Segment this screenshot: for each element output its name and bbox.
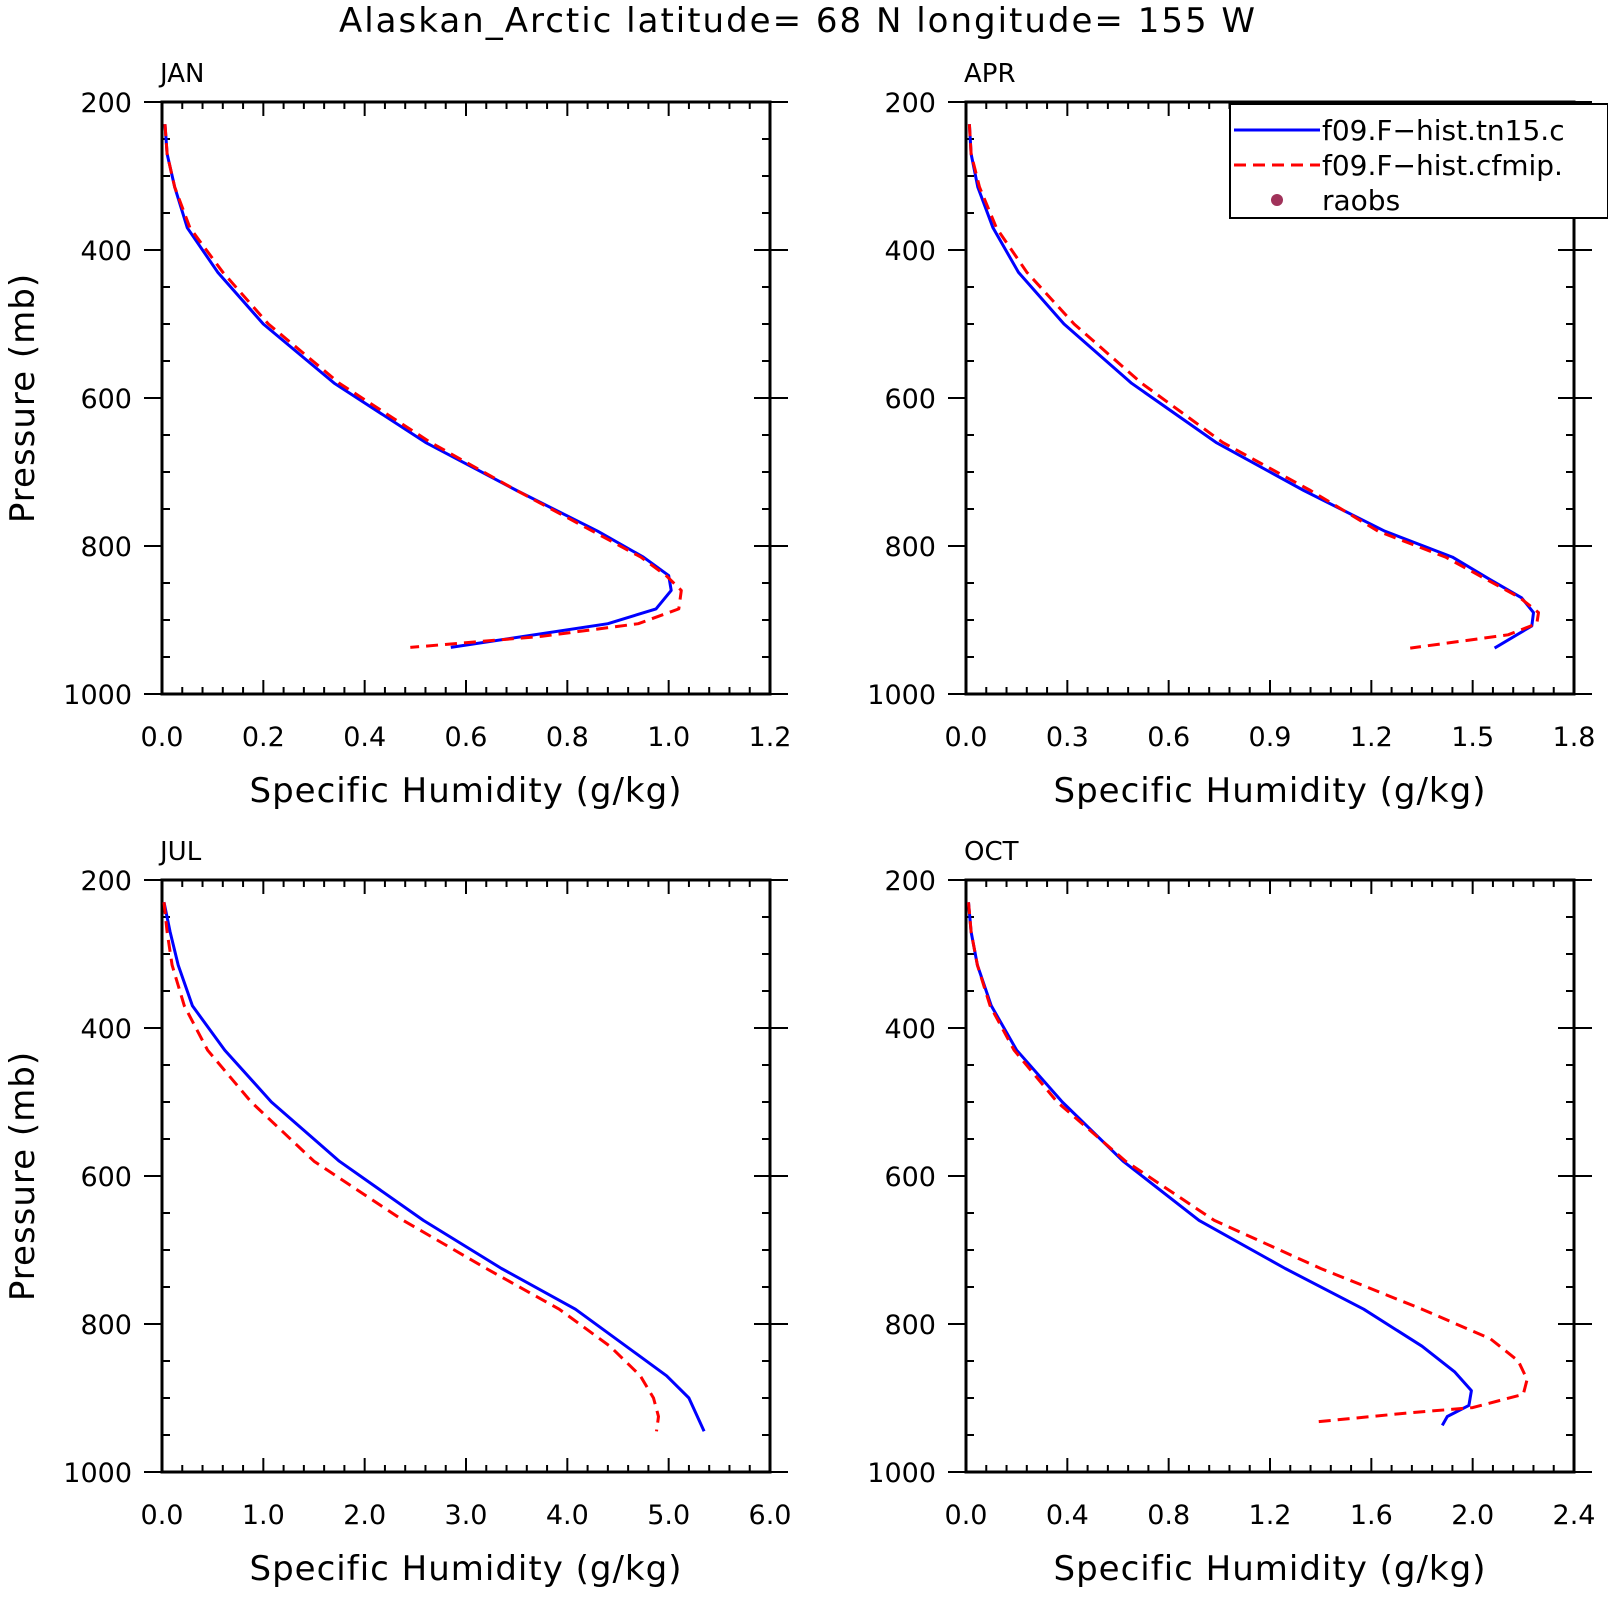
- x-tick-label: 0.8: [1147, 1500, 1190, 1531]
- x-tick-label: 0.4: [343, 722, 386, 753]
- series-line-cfmip: [967, 124, 1540, 650]
- y-axis-label: Pressure (mb): [3, 1051, 43, 1301]
- x-tick-label: 6.0: [749, 1500, 792, 1531]
- series-line-cfmip: [163, 124, 683, 649]
- x-tick-label: 0.0: [141, 1500, 184, 1531]
- x-tick-label: 0.6: [445, 722, 488, 753]
- series-line-tn15: [967, 902, 1473, 1427]
- legend-box: [1229, 103, 1608, 219]
- x-tick-label: 0.0: [141, 722, 184, 753]
- x-tick-label: 1.2: [749, 722, 792, 753]
- x-tick-label: 0.2: [242, 722, 285, 753]
- y-tick-label: 600: [884, 384, 936, 415]
- x-tick-label: 1.2: [1249, 1500, 1292, 1531]
- y-tick-label: 200: [80, 88, 132, 119]
- panel-title: JUL: [158, 837, 202, 867]
- series-line-cfmip: [967, 902, 1529, 1424]
- x-tick-label: 0.0: [945, 722, 988, 753]
- panel-jan: 0.0 0.2 0.4 0.6 0.8 1.0 1.2 200 400 600 800 1000 JAN…: [3, 59, 791, 811]
- legend-marker-dot: [1271, 194, 1283, 206]
- panel-oct: 0.0 0.4 0.8 1.2 1.6 2.0 2.4 200 400 600 800 1000 OCT…: [867, 837, 1595, 1589]
- series-line-tn15: [163, 124, 673, 649]
- legend-label: raobs: [1322, 184, 1400, 217]
- y-tick-label: 800: [884, 1310, 936, 1341]
- plot-frame: [160, 100, 772, 696]
- y-tick-label: 600: [80, 1162, 132, 1193]
- x-tick-label: 1.0: [647, 722, 690, 753]
- legend-label: f09.F−hist.tn15.c: [1322, 114, 1565, 147]
- y-tick-label: 1000: [63, 1458, 132, 1489]
- y-tick-label: 600: [80, 384, 132, 415]
- x-axis-label: Specific Humidity (g/kg): [1054, 771, 1487, 811]
- series-line-tn15: [162, 901, 706, 1432]
- plot-frame: [964, 878, 1576, 1474]
- y-tick-label: 800: [80, 532, 132, 563]
- x-tick-label: 2.0: [1451, 1500, 1494, 1531]
- x-tick-label: 1.6: [1350, 1500, 1393, 1531]
- y-tick-label: 600: [884, 1162, 936, 1193]
- y-tick-label: 400: [884, 1014, 936, 1045]
- x-axis-label: Specific Humidity (g/kg): [250, 1549, 683, 1589]
- x-axis-label: Specific Humidity (g/kg): [250, 771, 683, 811]
- y-tick-label: 800: [884, 532, 936, 563]
- x-tick-label: 0.4: [1046, 1500, 1089, 1531]
- panel-title: OCT: [964, 837, 1019, 867]
- x-tick-label: 1.0: [242, 1500, 285, 1531]
- y-tick-label: 200: [884, 88, 936, 119]
- x-tick-label: 0.6: [1147, 722, 1190, 753]
- y-tick-label: 400: [884, 236, 936, 267]
- x-tick-label: 2.0: [343, 1500, 386, 1531]
- x-axis-label: Specific Humidity (g/kg): [1054, 1549, 1487, 1589]
- series-line-cfmip: [162, 902, 660, 1432]
- x-tick-label: 0.9: [1249, 722, 1292, 753]
- plot-frame: [160, 878, 772, 1474]
- y-axis-label: Pressure (mb): [3, 273, 43, 523]
- legend-label: f09.F−hist.cfmip.: [1322, 149, 1563, 182]
- x-tick-label: 5.0: [647, 1500, 690, 1531]
- y-tick-label: 1000: [867, 680, 936, 711]
- y-tick-label: 400: [80, 236, 132, 267]
- panels-container: 0.0 0.2 0.4 0.6 0.8 1.0 1.2 200 400 600 800 1000 JAN…: [3, 59, 1595, 1589]
- x-tick-label: 0.8: [546, 722, 589, 753]
- x-tick-label: 1.2: [1350, 722, 1393, 753]
- y-tick-label: 800: [80, 1310, 132, 1341]
- x-tick-label: 1.8: [1553, 722, 1596, 753]
- panel-jul: 0.0 1.0 2.0 3.0 4.0 5.0 6.0 200 400 600 800 1000 JUL…: [3, 837, 791, 1589]
- x-tick-label: 4.0: [546, 1500, 589, 1531]
- y-tick-label: 200: [884, 866, 936, 897]
- x-tick-label: 0.3: [1046, 722, 1089, 753]
- x-tick-label: 0.0: [945, 1500, 988, 1531]
- figure-title: Alaskan_Arctic latitude= 68 N longitude=…: [339, 1, 1257, 41]
- x-tick-label: 1.5: [1451, 722, 1494, 753]
- x-tick-label: 2.4: [1553, 1500, 1596, 1531]
- y-tick-label: 1000: [867, 1458, 936, 1489]
- y-tick-label: 400: [80, 1014, 132, 1045]
- y-tick-label: 1000: [63, 680, 132, 711]
- x-tick-label: 3.0: [445, 1500, 488, 1531]
- y-tick-label: 200: [80, 866, 132, 897]
- panel-title: APR: [964, 59, 1016, 89]
- panel-title: JAN: [158, 59, 204, 89]
